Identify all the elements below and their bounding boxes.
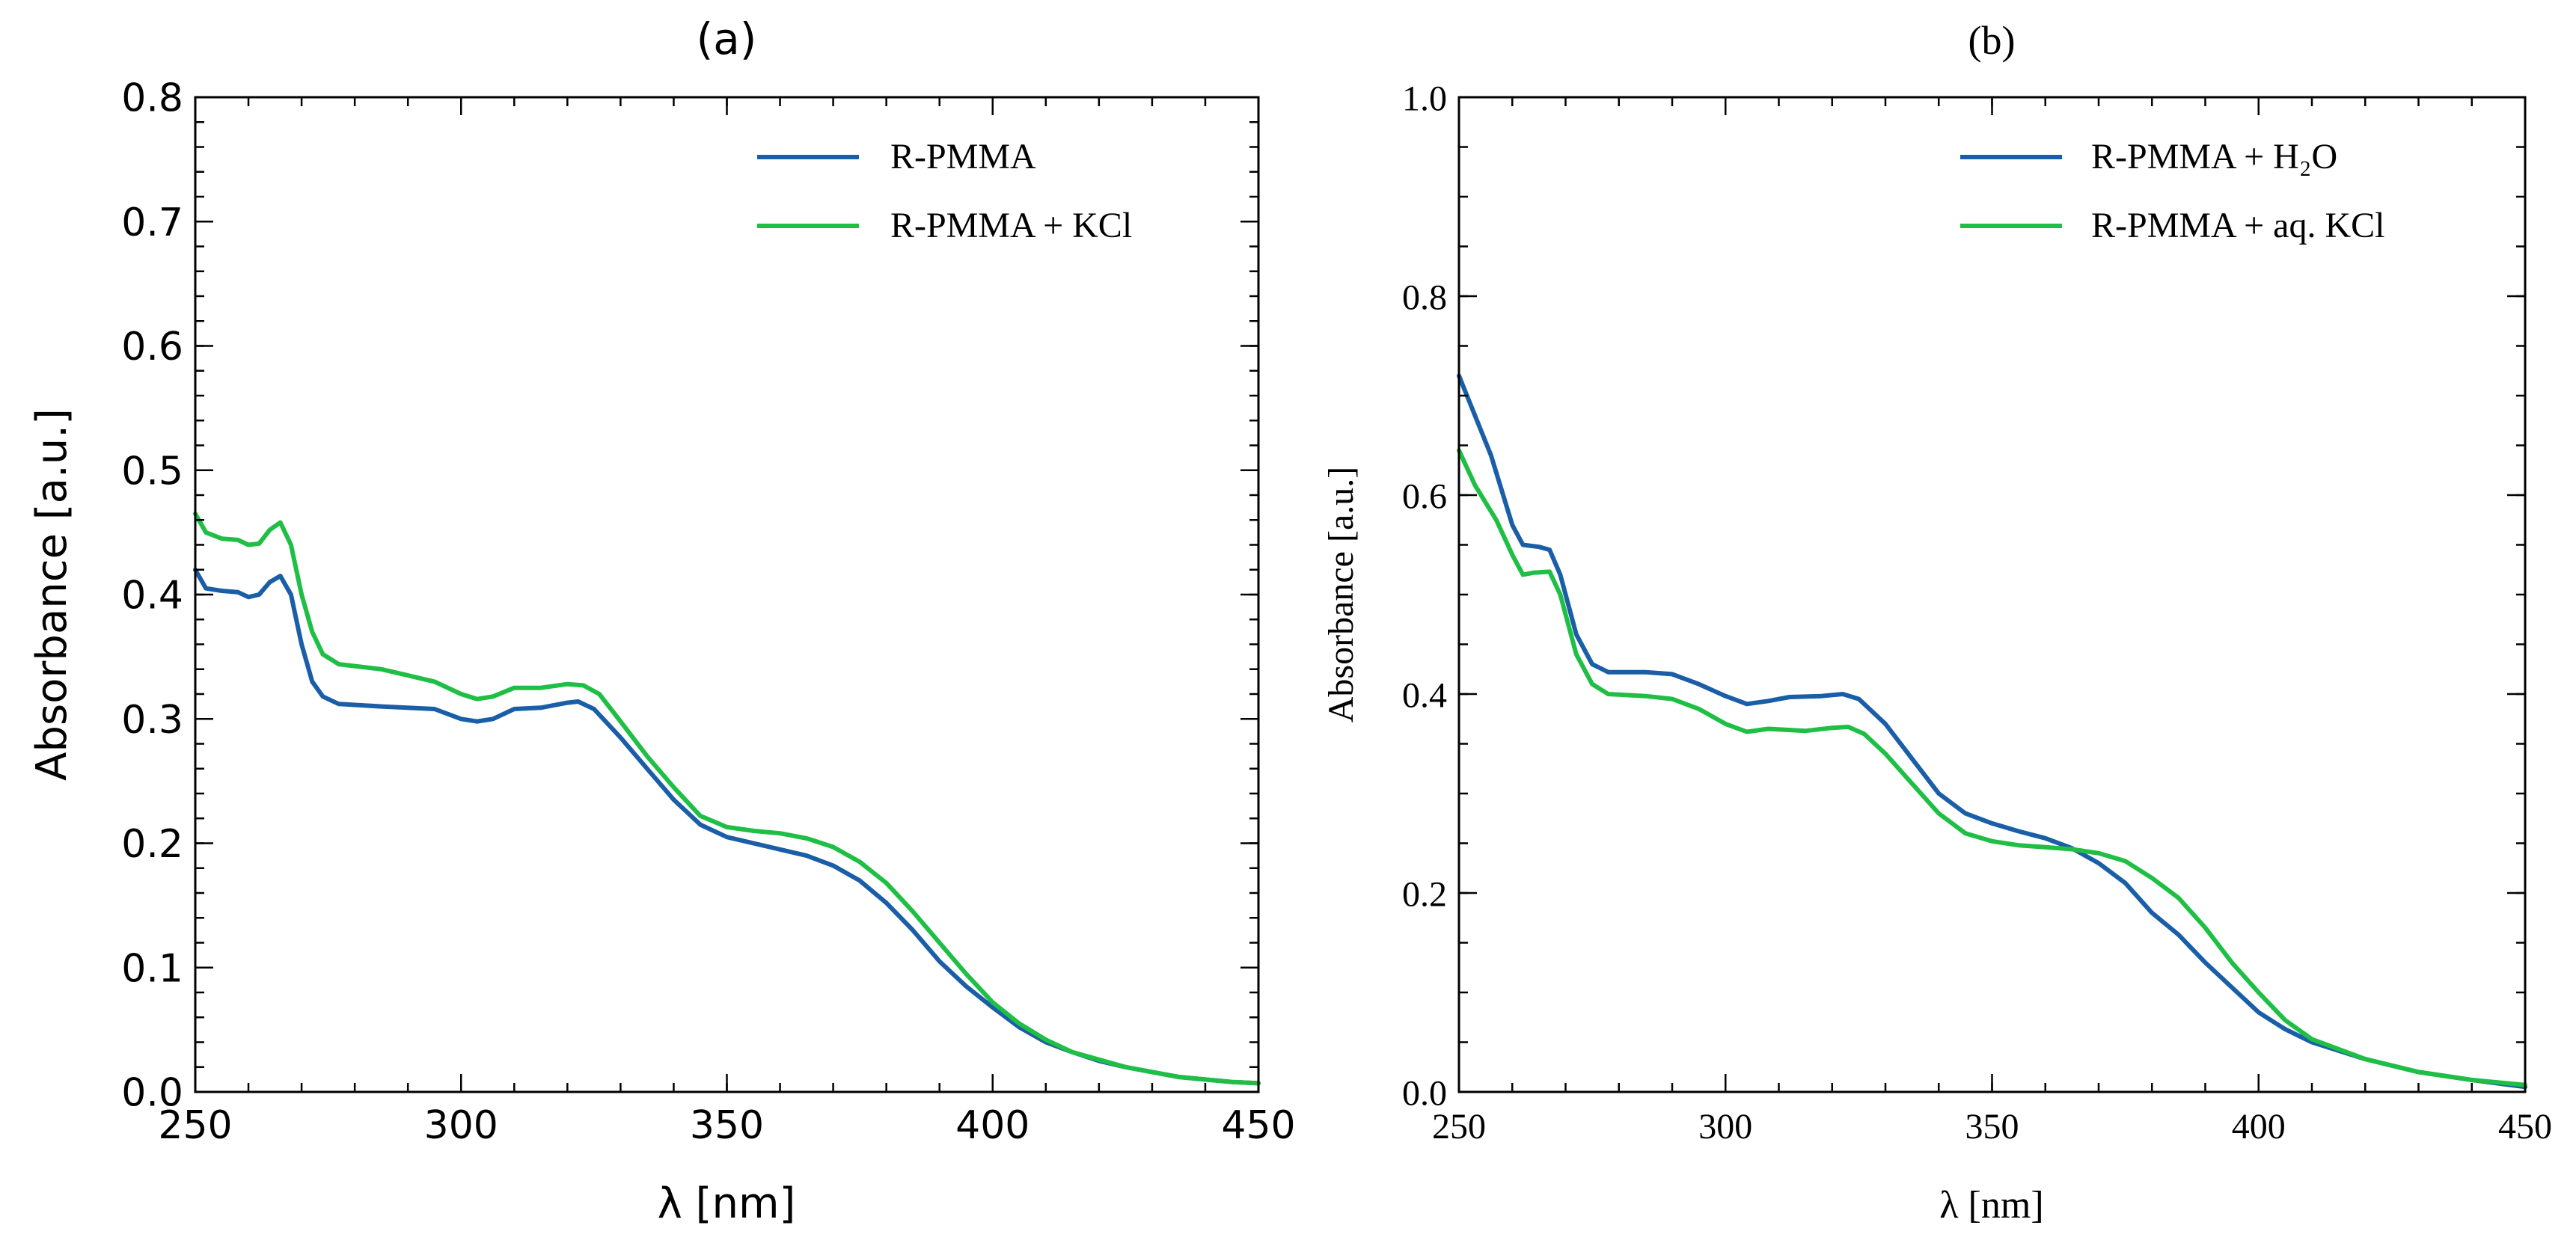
panel-a-legend: R-PMMA R-PMMA + KCl xyxy=(757,137,1132,245)
panel-b-ylabel: Absorbance [a.u.] xyxy=(1321,467,1361,723)
y-tick-label: 1.0 xyxy=(1402,79,1447,118)
y-tick-label: 0.0 xyxy=(121,1071,183,1116)
x-tick-label: 350 xyxy=(690,1103,764,1148)
y-tick-label: 0.8 xyxy=(1402,277,1447,317)
legend-label-r-pmma-aq-kcl: R-PMMA + aq. KCl xyxy=(2091,206,2384,245)
y-tick-label: 0.4 xyxy=(121,574,183,619)
y-tick-label: 0.7 xyxy=(121,200,183,245)
plot-frame xyxy=(1457,96,2527,1093)
legend-label-r-pmma-h2o: R-PMMA + H₂O xyxy=(2091,137,2337,177)
series-line-r-pmma-aq-kcl xyxy=(1457,448,2527,1087)
series-line-r-pmma-kcl xyxy=(193,511,1261,1086)
x-tick-label: 400 xyxy=(2232,1107,2286,1147)
panel-a-title: (a) xyxy=(697,13,757,64)
x-tick-label: 300 xyxy=(1698,1107,1752,1147)
x-tick-label: 350 xyxy=(1965,1107,2019,1147)
y-tick-label: 0.6 xyxy=(121,325,183,369)
y-tick-label: 0.0 xyxy=(1402,1073,1447,1113)
panel-a-xlabel: λ [nm] xyxy=(658,1179,796,1228)
y-tick-label: 0.2 xyxy=(1402,874,1447,914)
plot-frame xyxy=(194,96,1260,1093)
x-tick-label: 450 xyxy=(2498,1107,2552,1147)
y-tick-label: 0.3 xyxy=(121,698,183,743)
panel-b: (b) λ [nm] Absorbance [a.u.] R-PMMA + H₂… xyxy=(1321,18,2552,1227)
y-tick-label: 0.5 xyxy=(121,449,183,494)
x-tick-label: 300 xyxy=(424,1103,498,1148)
y-tick-label: 0.1 xyxy=(121,946,183,991)
panel-b-xlabel: λ [nm] xyxy=(1939,1184,2043,1227)
legend-label-r-pmma-kcl: R-PMMA + KCl xyxy=(890,206,1132,245)
panel-a-ylabel: Absorbance [a.u.] xyxy=(28,408,76,781)
y-tick-label: 0.2 xyxy=(121,822,183,867)
y-tick-label: 0.6 xyxy=(1402,476,1447,516)
panel-b-legend: R-PMMA + H₂O R-PMMA + aq. KCl xyxy=(1960,137,2384,245)
panel-a: (a) λ [nm] Absorbance [a.u.] R-PMMA R-PM… xyxy=(28,13,1296,1228)
x-tick-label: 250 xyxy=(1432,1107,1486,1147)
x-tick-label: 250 xyxy=(158,1103,232,1148)
y-tick-label: 0.8 xyxy=(121,76,183,121)
y-tick-label: 0.4 xyxy=(1402,675,1447,715)
panel-b-title: (b) xyxy=(1968,18,2016,63)
x-tick-label: 450 xyxy=(1221,1103,1295,1148)
series-line-r-pmma-h-o xyxy=(1457,373,2527,1090)
legend-label-r-pmma: R-PMMA xyxy=(890,137,1036,177)
x-tick-label: 400 xyxy=(955,1103,1030,1148)
